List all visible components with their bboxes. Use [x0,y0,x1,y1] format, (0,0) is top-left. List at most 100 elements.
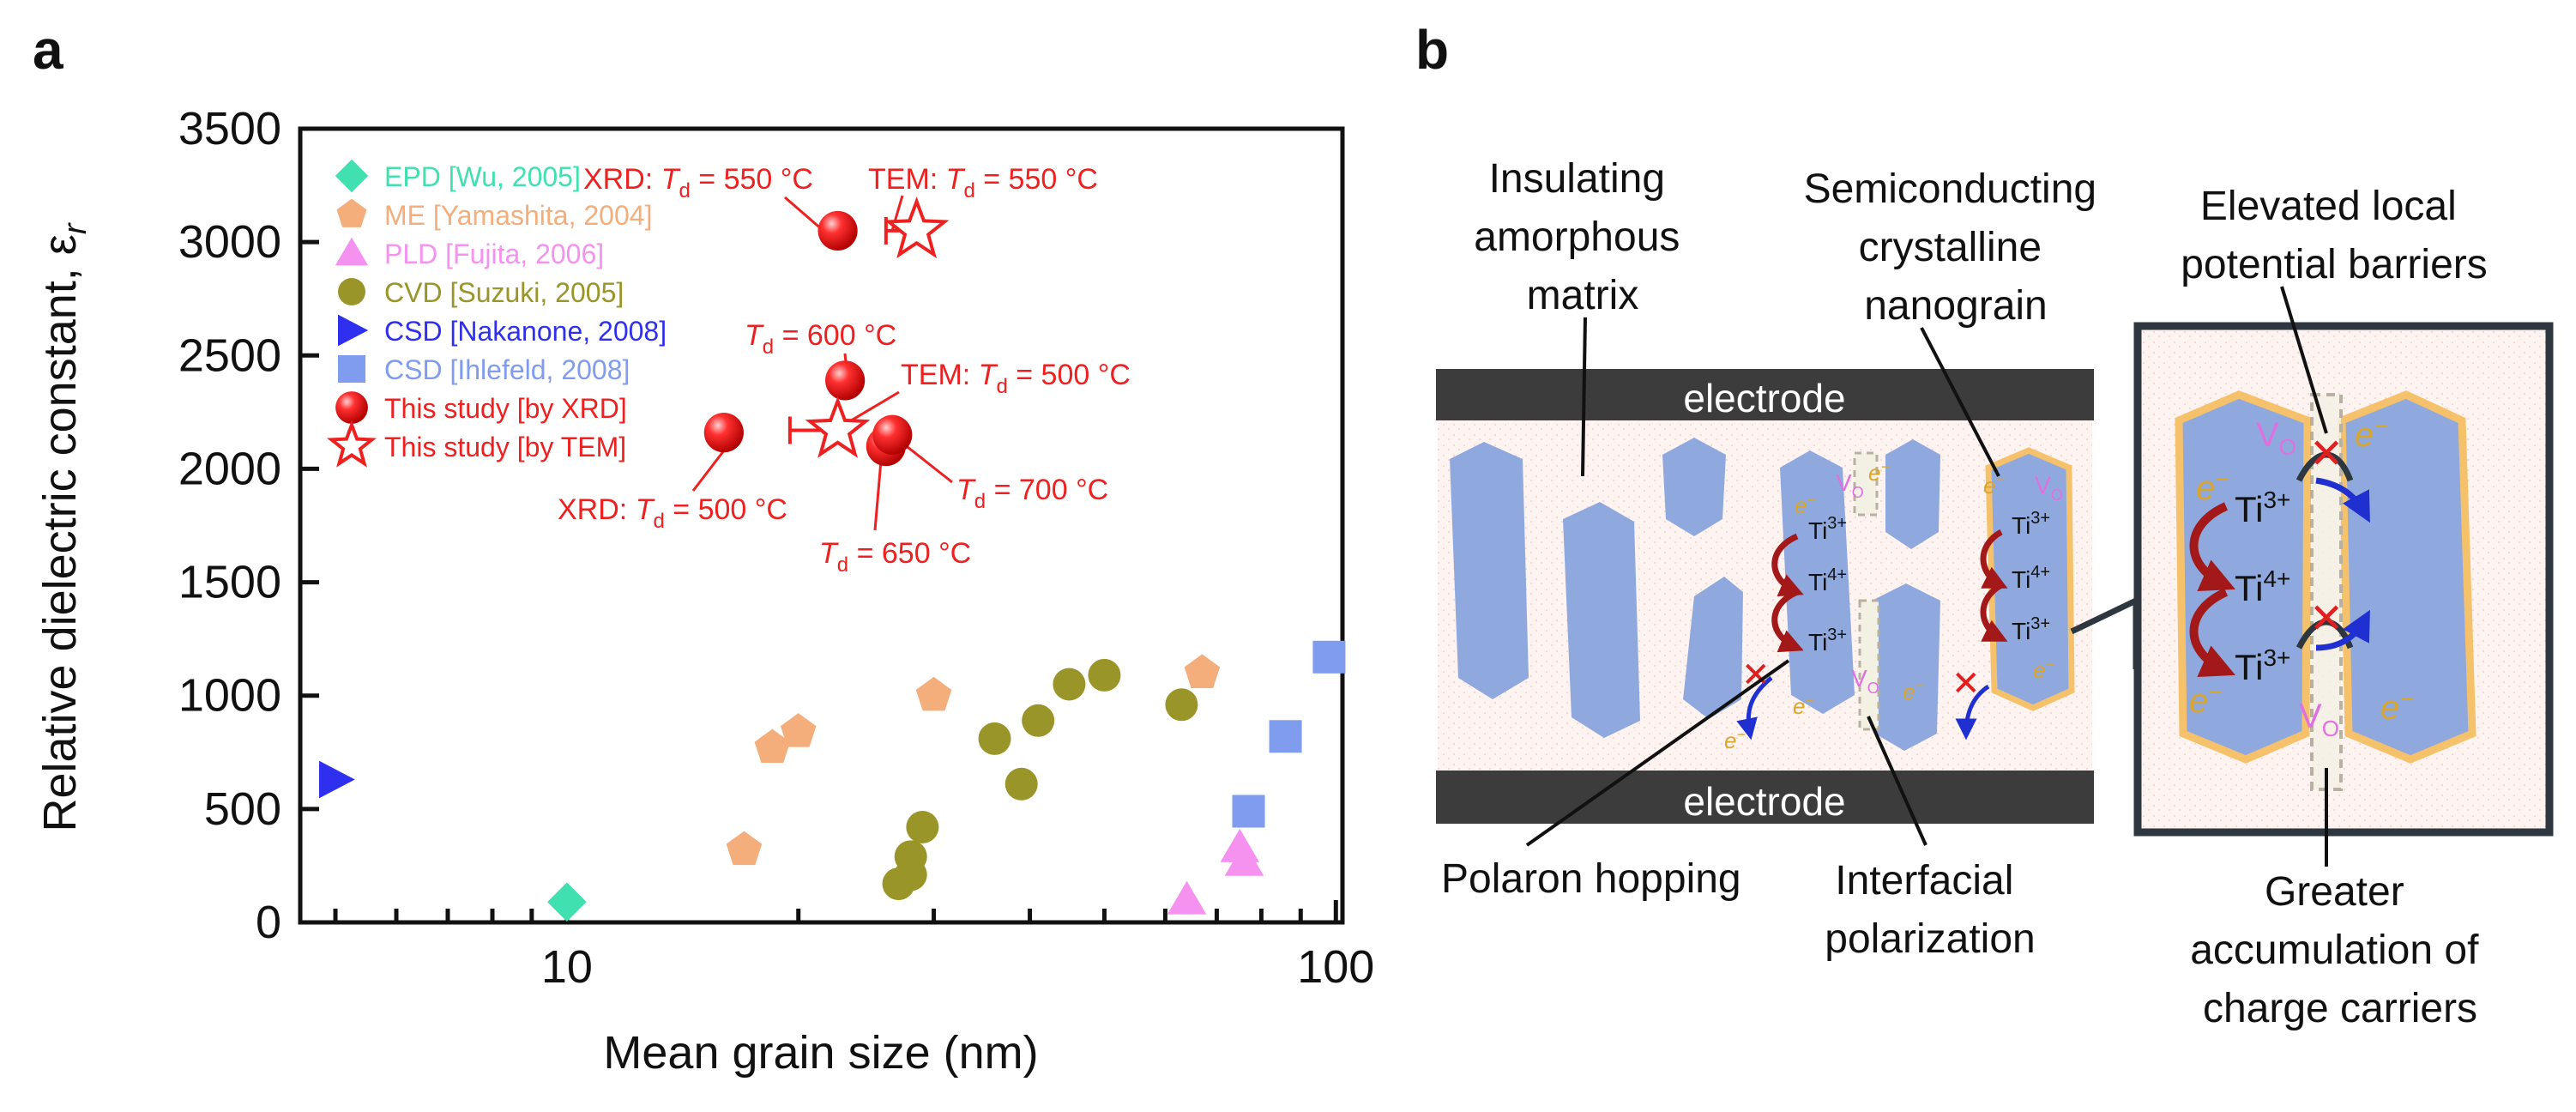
marker-shape [726,831,763,866]
data-point [1184,654,1221,688]
zoom-vacancies: VO VO [2256,416,2339,741]
hopping-arrow [1980,529,2008,589]
panel-b-letter: b [1415,19,1449,81]
legend-label: PLD [Fujita, 2006] [384,239,604,269]
electron: e− [2033,656,2054,683]
data-point [1165,688,1198,722]
accumulation-label: Greater accumulation of charge carriers [2190,869,2490,1031]
bottom-electrode-label: electrode [1683,779,1845,824]
hopping-arrow [2189,502,2235,592]
marker-shape [335,237,369,266]
blocked-x-mark: ✕ [1952,665,1981,703]
ti3-ion: Ti3+ [2235,486,2290,529]
leader-line [1525,659,1790,847]
electron: e− [1795,491,1816,518]
annotation-sub: d [653,510,664,533]
legend-marker [336,198,367,227]
panel-b: b Insulating amorphous matrix Semiconduc… [1415,19,2554,1031]
annotation-sub: d [837,553,848,577]
grain-label-line2: crystalline [1859,225,2042,270]
data-point [1004,767,1038,801]
annotation-sub: d [763,335,774,359]
annotation-prefix: TEM: [868,163,946,196]
blocked-path-arrow [1736,676,1773,740]
accumulation-label-line2: accumulation of [2190,928,2479,973]
capacitor-vacancies: VO VO VO [1836,469,2063,697]
annotation-italic: T [979,359,998,391]
barrier-label-line2: potential barriers [2181,242,2488,287]
electron: e− [1868,458,1890,486]
y-axis-label-sub: r [57,222,94,234]
grain [1450,442,1529,699]
data-marks [319,196,1346,922]
zoom-electrons: e− e− e− e− [2189,413,2414,727]
annotation-label: TEM: Td = 500 °C [901,359,1131,398]
interfacial-label-line2: polarization [1825,916,2035,962]
zoom-grain-right [2338,390,2476,764]
marker-shape [825,360,866,401]
legend-marker [326,420,377,468]
oxygen-vacancy: VO [2035,472,2063,504]
dielectric-matrix [1438,419,2092,772]
x-axis-ticks: 10 100 [333,900,1374,993]
marker-shape [338,278,365,305]
polaron-label: Polaron hopping [1441,856,1741,902]
y-axis-ticks: 0 500 1000 1500 2000 2500 3000 3500 [178,103,319,948]
marker-shape [1165,688,1198,722]
hopping-arrow [1980,582,2008,642]
legend-label: CSD [Ihlefeld, 2008] [384,354,630,385]
top-electrode-label: electrode [1683,376,1845,420]
y-tick-label: 1000 [178,670,281,722]
annotation-italic: T [745,319,764,352]
legend-marker [335,237,369,266]
oxygen-vacancy: VO [2299,698,2339,741]
leader-line [2280,286,2328,434]
marker-shape [1232,795,1265,828]
annotation-label: Td = 700 °C [956,474,1108,513]
data-point [1167,880,1207,915]
interfacial-label: Interfacial polarization [1825,858,2035,962]
marker-shape [338,314,369,347]
annotation-italic: T [636,493,655,526]
data-point [1053,668,1086,701]
marker-shape [978,722,1011,755]
matrix-label-line3: matrix [1527,273,1639,318]
oxygen-vacancy: VO [1836,469,1864,501]
legend-label: EPD [Wu, 2005] [384,161,581,192]
data-point [1088,658,1121,692]
marker-shape [319,760,355,799]
barrier-label: Elevated local potential barriers [2181,184,2488,287]
annotation-value: = 600 °C [774,319,896,352]
panel-a-letter: a [33,19,63,81]
data-point [1312,640,1346,674]
leader-line [1581,317,1587,477]
annotations: XRD: Td = 550 °C TEM: Td = 550 °CTd = 600… [558,163,1131,577]
annotation-label: Td = 600 °C [745,319,896,359]
marker-shape [906,811,939,843]
annotation-value: = 500 °C [665,493,787,526]
ti4-ion: Ti4+ [2235,565,2290,608]
nanograins [1450,438,2075,751]
data-point [825,360,866,401]
annotation-leader [784,196,824,233]
barrier-curve [2295,451,2354,482]
marker-shape [1184,654,1221,688]
marker-shape [336,198,367,227]
annotation-sub: d [679,179,690,202]
capacitor-species: Ti3+ Ti4+ Ti3+ Ti3+ Ti4+ Ti3+ [1808,509,2050,656]
legend-marker [338,314,369,347]
data-point [884,196,950,259]
accumulation-label-line1: Greater [2265,869,2404,915]
grain-boundary [1853,451,1879,517]
legend-label: This study [by TEM] [384,432,626,462]
data-point [780,713,817,747]
marker-shape [547,882,587,922]
marker-shape [915,676,952,711]
electron: e− [2380,686,2414,727]
matrix-label: Insulating amorphous matrix [1474,156,1691,318]
matrix-label-line1: Insulating [1489,156,1665,202]
marker-shape [335,159,369,193]
annotation-sub: d [974,490,986,513]
annotation-label: Td = 650 °C [819,537,971,577]
